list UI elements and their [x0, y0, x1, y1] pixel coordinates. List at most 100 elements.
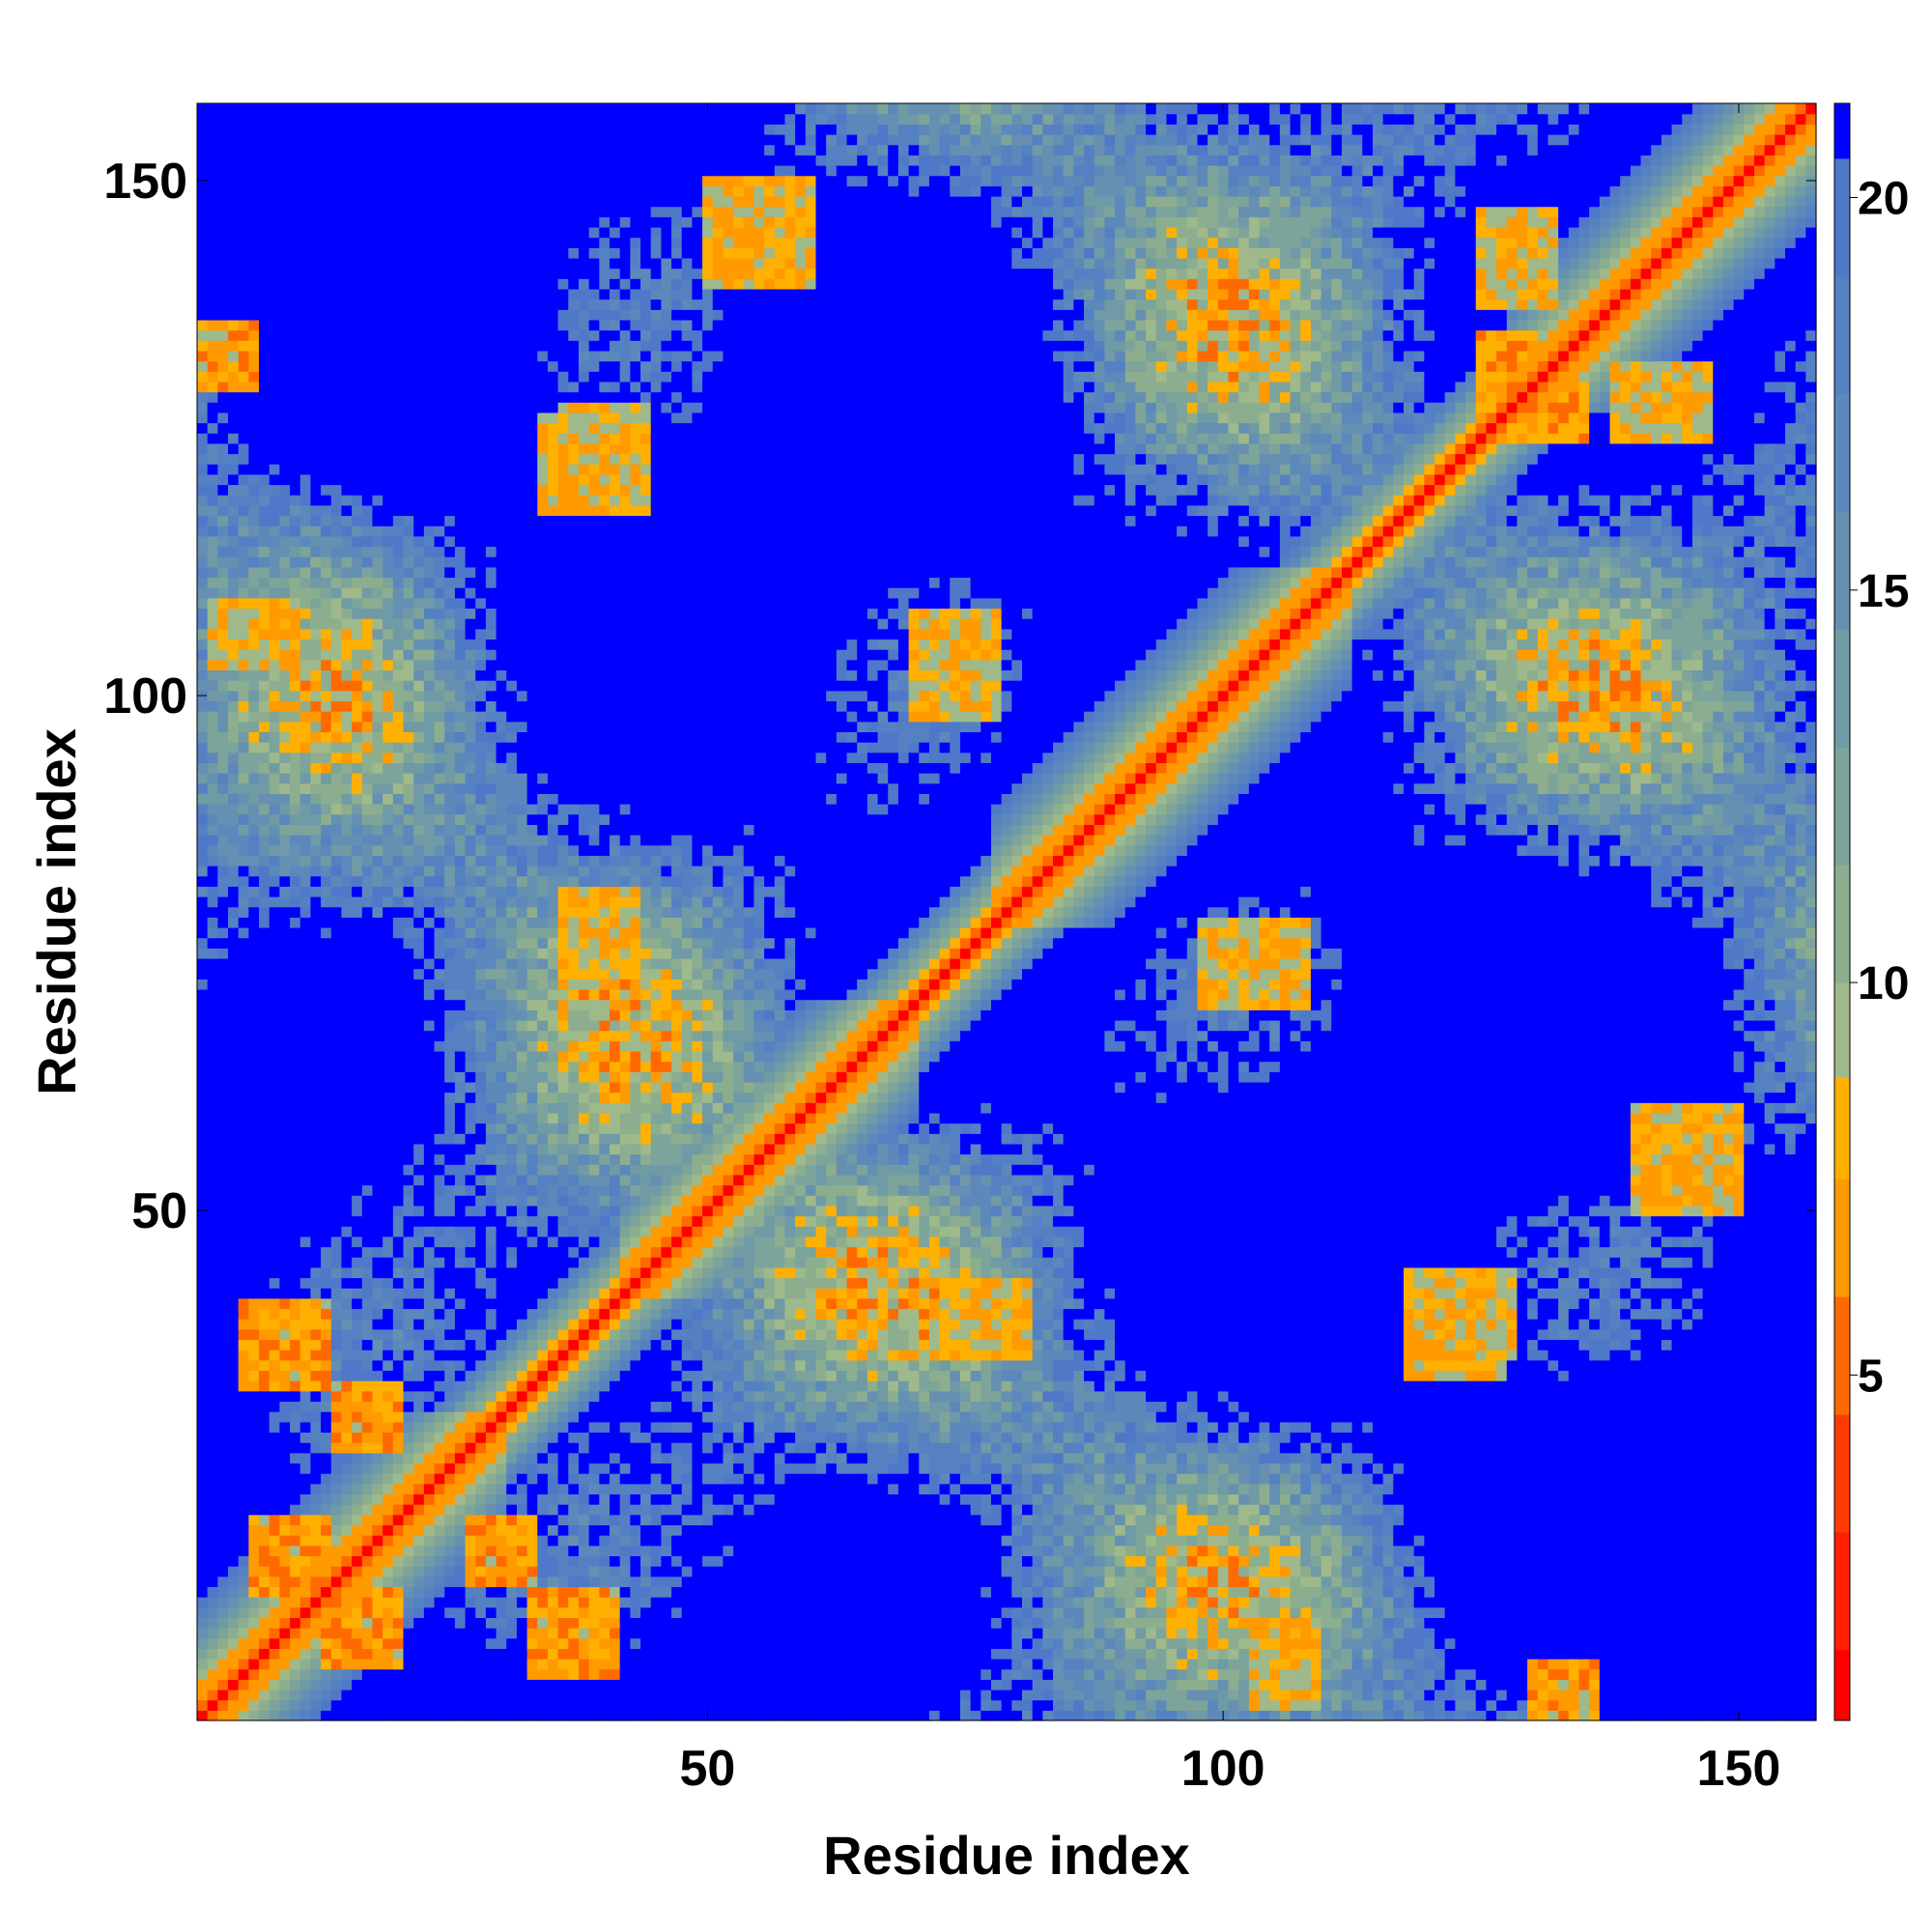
heatmap-cell — [352, 175, 363, 186]
heatmap-cell — [217, 979, 229, 990]
heatmap-cell — [207, 1411, 218, 1423]
heatmap-cell — [383, 288, 394, 300]
heatmap-cell — [321, 1710, 332, 1721]
heatmap-cell — [496, 1019, 507, 1032]
heatmap-cell — [372, 1019, 384, 1032]
heatmap-cell — [475, 1699, 487, 1711]
heatmap-cell — [361, 484, 374, 496]
heatmap-cell — [341, 1092, 353, 1103]
heatmap-cell — [413, 917, 425, 928]
heatmap-cell — [310, 1071, 322, 1083]
heatmap-cell — [413, 886, 425, 897]
heatmap-cell — [413, 247, 425, 259]
heatmap-cell — [444, 1350, 456, 1361]
heatmap-cell — [197, 329, 209, 341]
heatmap-cell — [413, 309, 425, 321]
heatmap-cell — [372, 422, 384, 434]
heatmap-cell — [372, 711, 384, 723]
heatmap-cell — [465, 1226, 476, 1237]
heatmap-cell — [475, 1617, 487, 1629]
heatmap-cell — [341, 1266, 353, 1279]
heatmap-cell — [454, 917, 467, 928]
heatmap-cell — [269, 340, 281, 352]
heatmap-cell — [485, 866, 497, 877]
heatmap-cell — [454, 195, 467, 208]
heatmap-cell — [361, 628, 374, 640]
heatmap-cell — [444, 402, 456, 413]
heatmap-cell — [506, 1297, 518, 1310]
heatmap-cell — [228, 1308, 240, 1320]
heatmap-cell — [496, 1050, 507, 1063]
heatmap-cell — [238, 1205, 249, 1217]
heatmap-cell — [310, 1257, 322, 1268]
heatmap-cell — [506, 1061, 518, 1072]
heatmap-cell — [352, 1266, 363, 1279]
heatmap-cell — [361, 1030, 374, 1041]
heatmap-cell — [506, 1328, 518, 1341]
heatmap-cell — [423, 1668, 436, 1680]
heatmap-cell — [217, 1174, 229, 1186]
heatmap-cell — [248, 1009, 260, 1021]
heatmap-cell — [352, 526, 363, 537]
heatmap-cell — [361, 926, 374, 939]
heatmap-cell — [352, 381, 363, 393]
heatmap-cell — [361, 1390, 374, 1403]
heatmap-cell — [352, 473, 363, 486]
heatmap-cell — [361, 1350, 374, 1361]
heatmap-cell — [269, 526, 281, 537]
heatmap-cell — [269, 1153, 281, 1165]
heatmap-cell — [310, 1350, 322, 1361]
heatmap-cell — [321, 422, 332, 434]
heatmap-cell — [434, 515, 445, 526]
heatmap-cell — [228, 866, 240, 877]
heatmap-cell — [392, 824, 405, 836]
heatmap-cell — [423, 1463, 436, 1474]
heatmap-cell — [341, 515, 353, 526]
heatmap-cell — [341, 1710, 353, 1721]
heatmap-cell — [352, 237, 363, 248]
heatmap-cell — [413, 1442, 425, 1454]
heatmap-cell — [413, 1421, 425, 1434]
heatmap-cell — [217, 711, 229, 723]
heatmap-cell — [361, 917, 374, 928]
heatmap-cell — [383, 866, 394, 877]
heatmap-cell — [516, 402, 528, 413]
heatmap-cell — [361, 752, 374, 763]
heatmap-cell — [238, 844, 249, 856]
heatmap-cell — [279, 1483, 291, 1495]
heatmap-cell — [238, 875, 249, 887]
heatmap-cell — [321, 433, 332, 444]
heatmap-cell — [269, 1277, 281, 1289]
heatmap-cell — [207, 1370, 218, 1381]
heatmap-cell — [361, 700, 374, 712]
heatmap-cell — [423, 742, 436, 753]
heatmap-cell — [321, 1586, 332, 1598]
heatmap-cell — [423, 566, 436, 579]
heatmap-cell — [207, 546, 218, 557]
heatmap-cell — [403, 412, 414, 424]
heatmap-cell — [217, 515, 229, 526]
heatmap-cell — [299, 948, 312, 959]
heatmap-cell — [197, 1586, 209, 1598]
heatmap-cell — [506, 659, 518, 671]
heatmap-cell — [444, 1257, 456, 1268]
heatmap-cell — [413, 1411, 425, 1423]
heatmap-cell — [485, 1668, 497, 1680]
heatmap-cell — [238, 1019, 249, 1032]
heatmap-cell — [238, 340, 249, 352]
heatmap-cell — [279, 164, 291, 177]
heatmap-cell — [279, 515, 291, 526]
heatmap-cell — [228, 587, 240, 599]
heatmap-cell — [361, 1328, 374, 1341]
heatmap-cell — [506, 999, 518, 1010]
heatmap-cell — [341, 1122, 353, 1134]
heatmap-cell — [197, 268, 209, 279]
heatmap-cell — [279, 1195, 291, 1207]
heatmap-cell — [259, 1308, 270, 1320]
heatmap-cell — [299, 433, 312, 444]
heatmap-cell — [248, 1153, 260, 1165]
heatmap-cell — [392, 381, 405, 393]
heatmap-cell — [444, 1319, 456, 1330]
heatmap-cell — [423, 442, 436, 455]
heatmap-cell — [454, 1308, 467, 1320]
